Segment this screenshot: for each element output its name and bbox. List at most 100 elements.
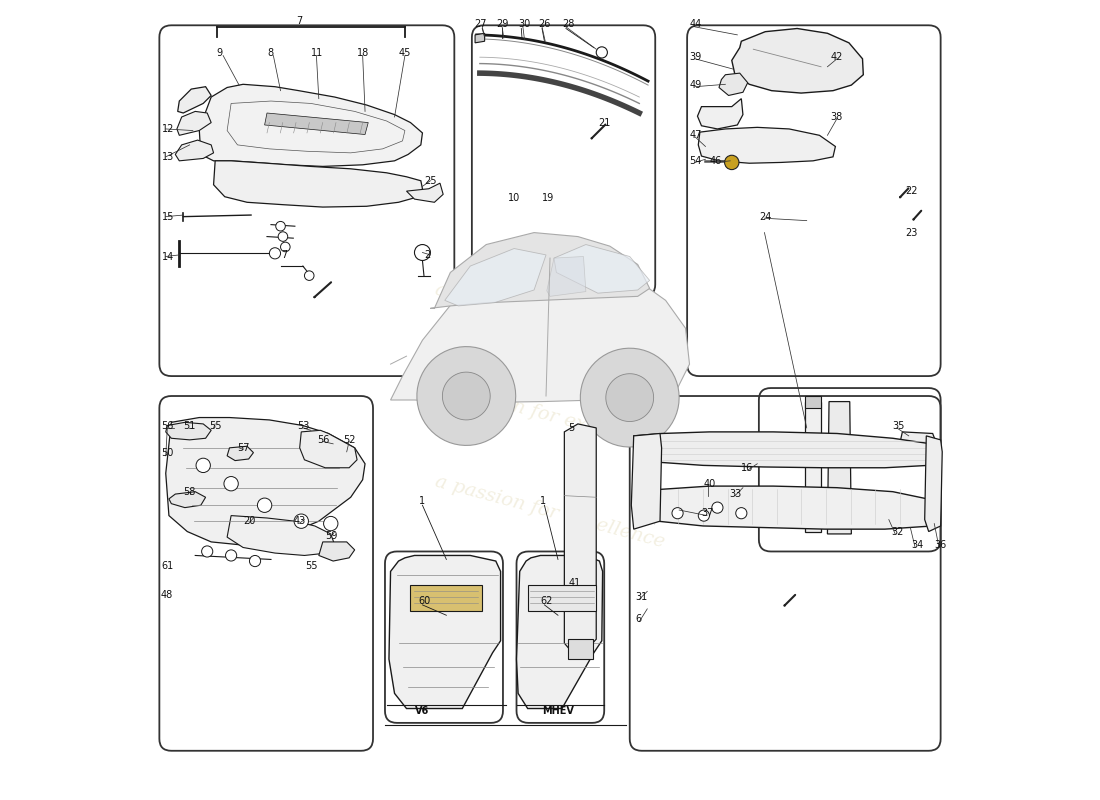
Polygon shape bbox=[827, 402, 851, 534]
Circle shape bbox=[712, 502, 723, 514]
Text: 55: 55 bbox=[306, 561, 318, 571]
Polygon shape bbox=[568, 639, 593, 659]
Circle shape bbox=[257, 498, 272, 513]
Polygon shape bbox=[177, 111, 211, 135]
Circle shape bbox=[596, 47, 607, 58]
Polygon shape bbox=[805, 396, 821, 408]
Text: 18: 18 bbox=[358, 48, 370, 58]
Text: 21: 21 bbox=[597, 118, 611, 127]
Polygon shape bbox=[631, 434, 661, 529]
Text: 24: 24 bbox=[759, 212, 771, 222]
Text: 1: 1 bbox=[418, 496, 425, 506]
Polygon shape bbox=[698, 127, 835, 163]
Polygon shape bbox=[175, 140, 213, 161]
Polygon shape bbox=[634, 432, 937, 468]
Polygon shape bbox=[319, 542, 354, 561]
Text: 61: 61 bbox=[161, 561, 173, 571]
Text: 45: 45 bbox=[398, 48, 411, 58]
Polygon shape bbox=[528, 585, 596, 611]
Circle shape bbox=[224, 477, 239, 491]
Text: 42: 42 bbox=[830, 52, 843, 62]
Text: 41: 41 bbox=[569, 578, 581, 588]
Circle shape bbox=[276, 222, 285, 231]
Text: MHEV: MHEV bbox=[542, 706, 574, 716]
Text: 38: 38 bbox=[830, 112, 843, 122]
Text: 30: 30 bbox=[518, 18, 530, 29]
Text: 12: 12 bbox=[162, 124, 174, 134]
Circle shape bbox=[323, 516, 338, 530]
Polygon shape bbox=[517, 555, 603, 709]
Text: 47: 47 bbox=[690, 130, 702, 140]
Text: 33: 33 bbox=[729, 489, 741, 499]
Text: 35: 35 bbox=[893, 421, 905, 430]
Text: 51: 51 bbox=[184, 421, 196, 430]
Text: 5: 5 bbox=[569, 423, 574, 433]
Text: 57: 57 bbox=[238, 443, 250, 453]
Polygon shape bbox=[899, 432, 937, 460]
Text: 37: 37 bbox=[702, 508, 714, 518]
Text: 59: 59 bbox=[326, 530, 338, 541]
Text: 22: 22 bbox=[905, 186, 917, 196]
Text: 48: 48 bbox=[161, 590, 173, 600]
Polygon shape bbox=[227, 446, 253, 461]
Text: 46: 46 bbox=[710, 156, 722, 166]
Text: 29: 29 bbox=[496, 18, 509, 29]
Circle shape bbox=[672, 508, 683, 518]
Text: a passion for excellence: a passion for excellence bbox=[433, 281, 667, 360]
Polygon shape bbox=[213, 161, 422, 207]
Text: 9: 9 bbox=[217, 48, 223, 58]
Polygon shape bbox=[606, 374, 653, 422]
Text: 40: 40 bbox=[704, 478, 716, 489]
Polygon shape bbox=[564, 424, 596, 659]
Text: 50: 50 bbox=[161, 449, 174, 458]
Polygon shape bbox=[166, 422, 211, 440]
Polygon shape bbox=[732, 29, 864, 93]
Circle shape bbox=[294, 514, 308, 528]
Text: 54: 54 bbox=[690, 156, 702, 166]
Text: 43: 43 bbox=[294, 516, 306, 526]
Circle shape bbox=[725, 155, 739, 170]
Polygon shape bbox=[547, 257, 586, 296]
Text: 28: 28 bbox=[562, 18, 574, 29]
Polygon shape bbox=[442, 372, 491, 420]
Polygon shape bbox=[227, 515, 334, 555]
Circle shape bbox=[280, 242, 290, 252]
Text: 23: 23 bbox=[905, 227, 917, 238]
Polygon shape bbox=[444, 249, 546, 306]
Text: 6: 6 bbox=[636, 614, 641, 624]
Text: 52: 52 bbox=[343, 435, 355, 445]
Polygon shape bbox=[475, 34, 485, 43]
Text: a passion for excellence: a passion for excellence bbox=[433, 377, 667, 455]
Polygon shape bbox=[719, 73, 748, 95]
Polygon shape bbox=[178, 86, 211, 113]
Text: 36: 36 bbox=[934, 540, 946, 550]
Text: 62: 62 bbox=[540, 596, 553, 606]
Polygon shape bbox=[417, 346, 516, 446]
Text: 8: 8 bbox=[267, 48, 273, 58]
Text: 55: 55 bbox=[209, 421, 221, 430]
Text: a passion for excellence: a passion for excellence bbox=[433, 472, 667, 551]
Circle shape bbox=[278, 232, 288, 242]
Circle shape bbox=[736, 508, 747, 518]
Text: 49: 49 bbox=[690, 80, 702, 90]
Polygon shape bbox=[430, 233, 650, 308]
Text: 44: 44 bbox=[690, 18, 702, 29]
Polygon shape bbox=[299, 430, 358, 468]
Text: 27: 27 bbox=[474, 18, 487, 29]
Circle shape bbox=[270, 248, 280, 259]
Text: 13: 13 bbox=[162, 152, 174, 162]
Circle shape bbox=[196, 458, 210, 473]
Text: 10: 10 bbox=[508, 194, 520, 203]
Text: 7: 7 bbox=[296, 16, 303, 26]
Polygon shape bbox=[410, 585, 482, 611]
Text: 56: 56 bbox=[161, 421, 174, 430]
Polygon shape bbox=[169, 492, 206, 508]
Circle shape bbox=[698, 510, 710, 521]
Text: 31: 31 bbox=[636, 592, 648, 602]
Polygon shape bbox=[634, 486, 939, 529]
Text: 53: 53 bbox=[297, 421, 310, 430]
Text: 1: 1 bbox=[540, 496, 547, 506]
Circle shape bbox=[305, 271, 314, 281]
Polygon shape bbox=[389, 555, 500, 709]
Text: 14: 14 bbox=[162, 251, 174, 262]
